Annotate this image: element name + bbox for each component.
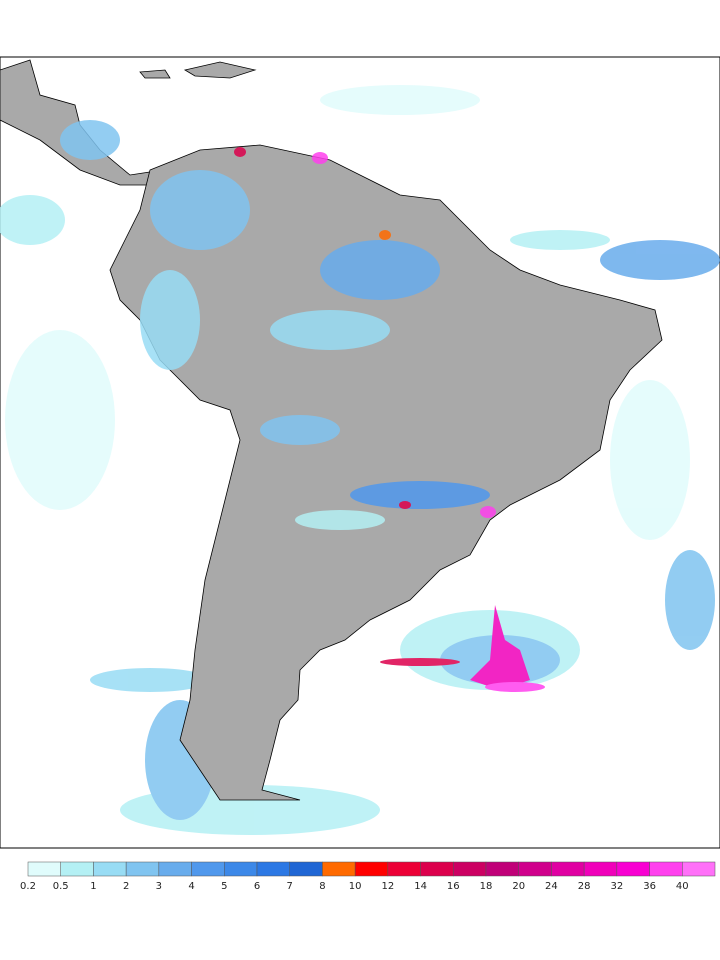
colorbar-label: 12 xyxy=(381,881,394,892)
colorbar-label: 6 xyxy=(254,881,260,892)
colorbar-swatch xyxy=(125,861,160,877)
colorbar-swatch xyxy=(551,861,585,877)
colorbar-swatch xyxy=(387,861,421,877)
colorbar-swatch xyxy=(256,861,290,877)
colorbar-swatch xyxy=(649,861,683,877)
colorbar: 0.2 0.5 1 2 3 4 5 6 7 8 10 12 14 16 18 20 24 28 32 36 40 xyxy=(20,861,716,892)
colorbar-swatch xyxy=(420,861,454,877)
colorbar-label: 16 xyxy=(447,881,460,892)
colorbar-label: 0.2 xyxy=(20,881,36,892)
colorbar-swatch xyxy=(354,861,389,877)
colorbar-label: 3 xyxy=(156,881,162,892)
colorbar-swatch xyxy=(485,861,519,877)
precip-land xyxy=(60,120,496,530)
colorbar-swatch xyxy=(158,861,192,877)
colorbar-label: 5 xyxy=(221,881,227,892)
colorbar-label: 32 xyxy=(610,881,623,892)
land xyxy=(0,59,663,801)
colorbar-swatch xyxy=(93,861,127,877)
colorbar-label: 10 xyxy=(349,881,362,892)
colorbar-swatch xyxy=(453,861,487,877)
colorbar-swatch xyxy=(616,861,650,877)
colorbar-swatch xyxy=(289,861,323,877)
precip-ocean xyxy=(0,85,720,835)
colorbar-swatch xyxy=(60,861,94,877)
colorbar-label: 7 xyxy=(287,881,293,892)
colorbar-label: 2 xyxy=(123,881,129,892)
colorbar-label: 20 xyxy=(512,881,525,892)
colorbar-label: 40 xyxy=(676,881,689,892)
colorbar-label: 8 xyxy=(319,881,325,892)
colorbar-swatch xyxy=(322,861,356,877)
colorbar-label: 4 xyxy=(188,881,194,892)
colorbar-label: 24 xyxy=(545,881,558,892)
colorbar-swatch xyxy=(224,861,258,877)
colorbar-label: 36 xyxy=(643,881,656,892)
colorbar-swatch xyxy=(191,861,225,877)
colorbar-swatch xyxy=(682,861,716,877)
colorbar-label: 0.5 xyxy=(53,881,69,892)
colorbar-swatch xyxy=(27,861,61,877)
colorbar-label: 14 xyxy=(414,881,427,892)
colorbar-label: 18 xyxy=(480,881,493,892)
map xyxy=(0,56,720,849)
colorbar-swatch xyxy=(583,861,618,877)
colorbar-label: 1 xyxy=(90,881,96,892)
colorbar-label: 28 xyxy=(578,881,591,892)
colorbar-swatch xyxy=(518,861,552,877)
